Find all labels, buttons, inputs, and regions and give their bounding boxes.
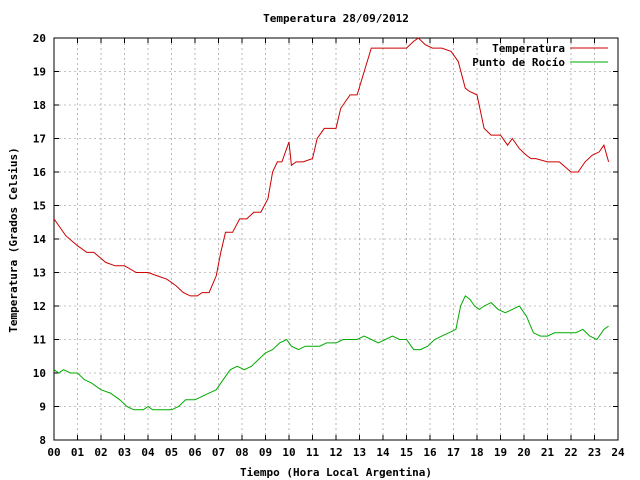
y-tick-label: 15 bbox=[33, 200, 46, 213]
x-tick-label: 18 bbox=[470, 446, 483, 459]
y-tick-label: 8 bbox=[39, 434, 46, 447]
x-tick-label: 12 bbox=[329, 446, 342, 459]
x-axis-label: Tiempo (Hora Local Argentina) bbox=[240, 466, 432, 479]
y-tick-label: 12 bbox=[33, 300, 46, 313]
x-tick-label: 21 bbox=[541, 446, 555, 459]
x-tick-label: 08 bbox=[235, 446, 248, 459]
x-tick-label: 07 bbox=[212, 446, 225, 459]
series-lines bbox=[53, 37, 610, 411]
x-tick-label: 24 bbox=[611, 446, 625, 459]
x-tick-label: 13 bbox=[353, 446, 366, 459]
y-tick-label: 20 bbox=[33, 32, 46, 45]
y-tick-label: 14 bbox=[33, 233, 47, 246]
x-tick-label: 01 bbox=[71, 446, 85, 459]
y-axis-label: Temperatura (Grados Celsius) bbox=[7, 147, 20, 332]
x-tick-label: 19 bbox=[494, 446, 507, 459]
x-tick-label: 15 bbox=[400, 446, 413, 459]
x-tick-label: 03 bbox=[118, 446, 131, 459]
x-tick-label: 05 bbox=[165, 446, 178, 459]
x-tick-label: 09 bbox=[259, 446, 272, 459]
y-tick-label: 18 bbox=[33, 99, 46, 112]
series-line-temperatura bbox=[53, 37, 610, 297]
y-tick-label: 19 bbox=[33, 66, 46, 79]
legend: Temperatura Punto de Rocío bbox=[472, 42, 608, 69]
y-tick-label: 17 bbox=[33, 133, 46, 146]
x-tick-label: 17 bbox=[447, 446, 460, 459]
legend-label-temperatura: Temperatura bbox=[492, 42, 565, 55]
x-tick-label: 10 bbox=[282, 446, 295, 459]
y-tick-label: 10 bbox=[33, 367, 46, 380]
chart-title: Temperatura 28/09/2012 bbox=[263, 12, 409, 25]
x-tick-label: 00 bbox=[47, 446, 60, 459]
tick-labels: 00 01 02 03 04 05 06 07 08 09 10 11 12 13 14 15 16 17 18 19… bbox=[33, 32, 625, 459]
x-tick-label: 02 bbox=[94, 446, 107, 459]
x-tick-label: 06 bbox=[188, 446, 202, 459]
x-tick-label: 22 bbox=[564, 446, 577, 459]
x-tick-label: 11 bbox=[306, 446, 320, 459]
x-tick-label: 23 bbox=[588, 446, 601, 459]
series-line-rocio bbox=[53, 295, 609, 411]
x-tick-label: 14 bbox=[376, 446, 390, 459]
x-tick-label: 20 bbox=[517, 446, 530, 459]
legend-label-rocio: Punto de Rocío bbox=[472, 56, 565, 69]
grid bbox=[53, 37, 619, 441]
x-tick-label: 16 bbox=[423, 446, 437, 459]
y-tick-label: 16 bbox=[33, 166, 47, 179]
y-tick-label: 11 bbox=[33, 334, 47, 347]
y-tick-label: 9 bbox=[39, 401, 46, 414]
plot-frame bbox=[53, 37, 619, 441]
x-tick-label: 04 bbox=[141, 446, 155, 459]
y-tick-label: 13 bbox=[33, 267, 46, 280]
